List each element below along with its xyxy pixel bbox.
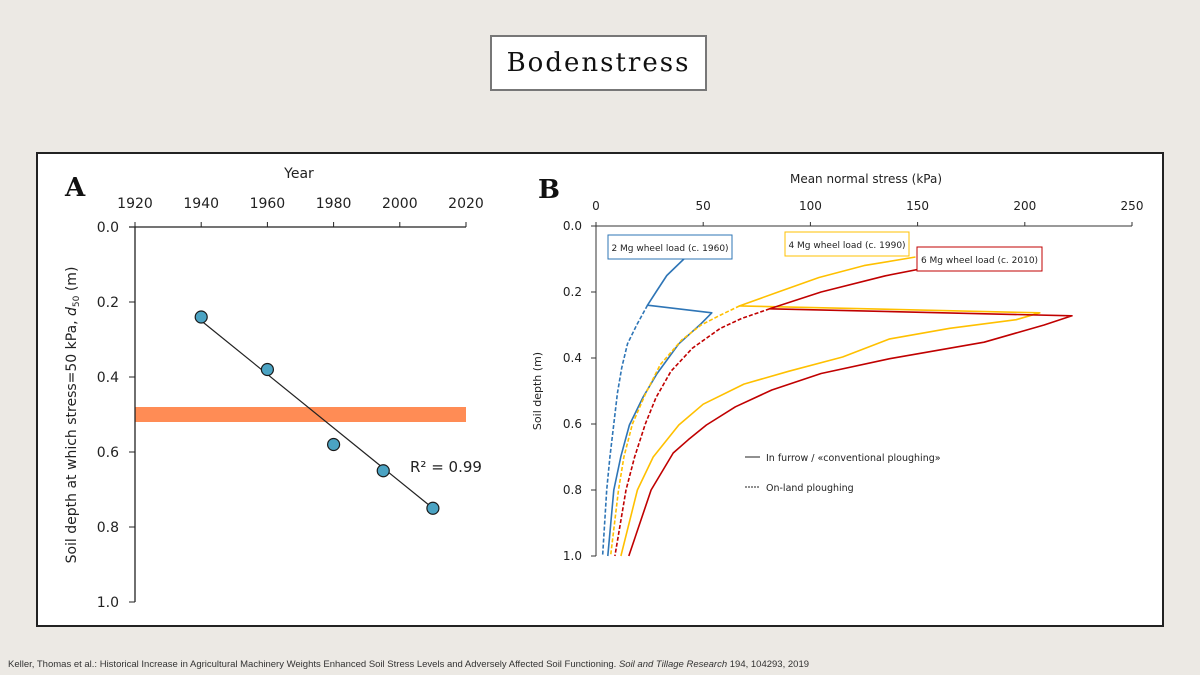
citation-footer: Keller, Thomas et al.: Historical Increa… (8, 659, 809, 670)
citation-details: 194, 104293, 2019 (729, 659, 810, 670)
x-tick-label: 1940 (183, 196, 219, 212)
y-tick-label: 0.2 (97, 295, 119, 311)
stress-curve-dashed (614, 308, 770, 557)
y-tick-label: 0.4 (563, 351, 582, 365)
x-tick-label: 2020 (448, 196, 484, 212)
y-tick-label: 0.8 (563, 483, 582, 497)
series-label: 4 Mg wheel load (c. 1990) (788, 241, 905, 251)
x-tick-label: 1920 (117, 196, 153, 212)
citation-text: Keller, Thomas et al.: Historical Increa… (8, 659, 617, 670)
chart-b-ylabel: Soil depth (m) (531, 352, 544, 430)
series-label: 2 Mg wheel load (c. 1960) (611, 244, 728, 254)
stress-curve-dashed (609, 305, 740, 557)
legend-dashed-label: On-land ploughing (766, 483, 854, 494)
data-point (426, 501, 440, 515)
x-tick-label: 1960 (250, 196, 286, 212)
slide-title-box: Bodenstress (490, 35, 707, 91)
y-tick-label: 1.0 (563, 549, 582, 563)
stress-curve-solid (607, 258, 713, 557)
chart-a-ylabel: Soil depth at which stress=50 kPa, d50 (… (64, 267, 82, 564)
y-tick-label: 0.6 (97, 445, 119, 461)
chart-a-xlabel: Year (283, 166, 314, 182)
stress-curve-solid (628, 256, 1073, 557)
x-tick-label: 200 (1013, 199, 1036, 213)
chart-a: A Year Soil depth at which stress=50 kPa… (64, 166, 484, 611)
y-tick-label: 0.0 (97, 220, 119, 236)
x-tick-label: 1980 (316, 196, 352, 212)
panel-label-b: B (538, 175, 560, 205)
series-label-box (607, 234, 733, 260)
series-label-box (916, 246, 1043, 272)
slide-title: Bodenstress (506, 48, 691, 78)
series-label: 6 Mg wheel load (c. 2010) (921, 256, 1038, 266)
citation-journal: Soil and Tillage Research (618, 659, 728, 670)
y-tick-label: 0.8 (97, 520, 119, 536)
data-point (327, 437, 341, 452)
stress-curve-dashed (601, 304, 649, 557)
series-label-box (784, 231, 910, 257)
data-point (194, 310, 208, 324)
x-tick-label: 100 (799, 199, 822, 213)
r-squared-annotation: R² = 0.99 (410, 458, 482, 476)
x-tick-label: 150 (906, 199, 929, 213)
x-tick-label: 250 (1121, 199, 1144, 213)
chart-b-xlabel: Mean normal stress (kPa) (790, 172, 942, 186)
stress-curve-solid (620, 256, 1041, 557)
y-tick-label: 0.4 (97, 370, 119, 386)
x-tick-label: 2000 (382, 196, 418, 212)
y-tick-label: 0.6 (563, 417, 582, 431)
figure-panel (36, 152, 1164, 627)
chart-b: B Mean normal stress (kPa) Soil depth (m… (531, 172, 1143, 563)
trend-line (200, 320, 434, 509)
y-tick-label: 1.0 (97, 595, 119, 611)
data-point (376, 464, 390, 478)
y-tick-label: 0.2 (563, 285, 582, 299)
threshold-band (135, 407, 466, 422)
data-point (260, 362, 274, 377)
x-tick-label: 50 (696, 199, 711, 213)
x-tick-label: 0 (592, 199, 600, 213)
panel-label-a: A (64, 173, 86, 203)
y-tick-label: 0.0 (563, 219, 582, 233)
legend-solid-label: In furrow / «conventional ploughing» (766, 453, 941, 464)
